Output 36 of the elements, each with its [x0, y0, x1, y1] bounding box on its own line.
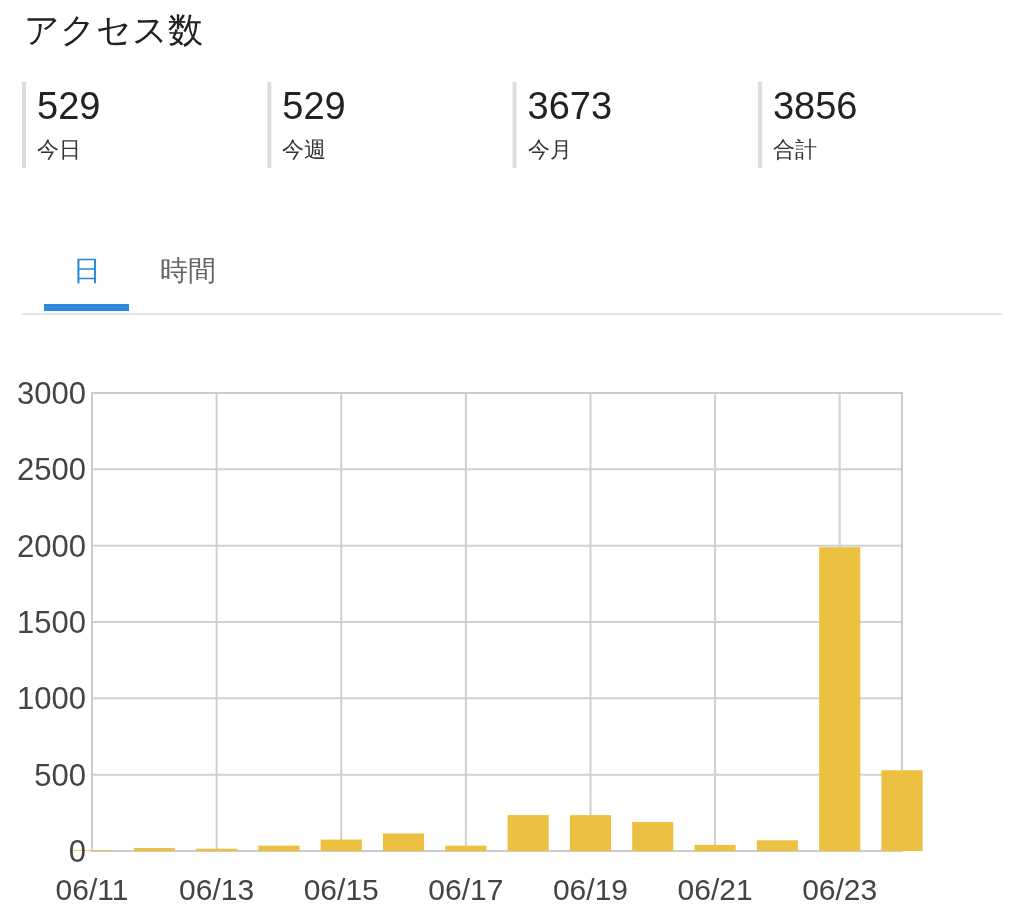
- x-tick-label: 06/23: [802, 873, 878, 906]
- y-tick-label: 1000: [17, 680, 86, 716]
- x-tick-label: 06/19: [552, 873, 628, 906]
- bar: [569, 815, 612, 851]
- text: 日: [73, 255, 101, 286]
- text: 今月: [527, 137, 572, 162]
- y-tick-label: 2000: [17, 528, 86, 564]
- bar: [133, 847, 175, 851]
- x-tick-label: 06/13: [179, 873, 255, 906]
- bar: [445, 845, 487, 851]
- bar: [819, 547, 861, 851]
- text: アクセス数: [24, 10, 203, 49]
- x-tick-label: 06/11: [55, 873, 129, 906]
- bar: [382, 833, 425, 851]
- bar: [756, 840, 798, 851]
- bar: [632, 821, 674, 851]
- text: 3856: [772, 85, 858, 127]
- text: 合計: [772, 137, 817, 162]
- bar: [320, 839, 362, 851]
- text: 時間: [160, 255, 216, 286]
- y-tick-label: 2500: [17, 451, 86, 487]
- text: 今日: [37, 137, 81, 162]
- y-tick-label: 500: [34, 757, 86, 793]
- bar: [258, 845, 300, 851]
- text: 529: [37, 85, 101, 127]
- bar: [507, 815, 549, 851]
- x-tick-label: 06/17: [428, 873, 504, 906]
- text: 3673: [527, 85, 613, 127]
- bar: [694, 844, 736, 851]
- y-tick-label: 1500: [17, 604, 86, 640]
- text: 529: [282, 85, 346, 127]
- text: 今週: [282, 137, 327, 162]
- x-tick-label: 06/15: [303, 873, 379, 906]
- bar: [881, 770, 923, 851]
- x-tick-label: 06/21: [677, 873, 753, 906]
- y-tick-label: 3000: [17, 375, 86, 411]
